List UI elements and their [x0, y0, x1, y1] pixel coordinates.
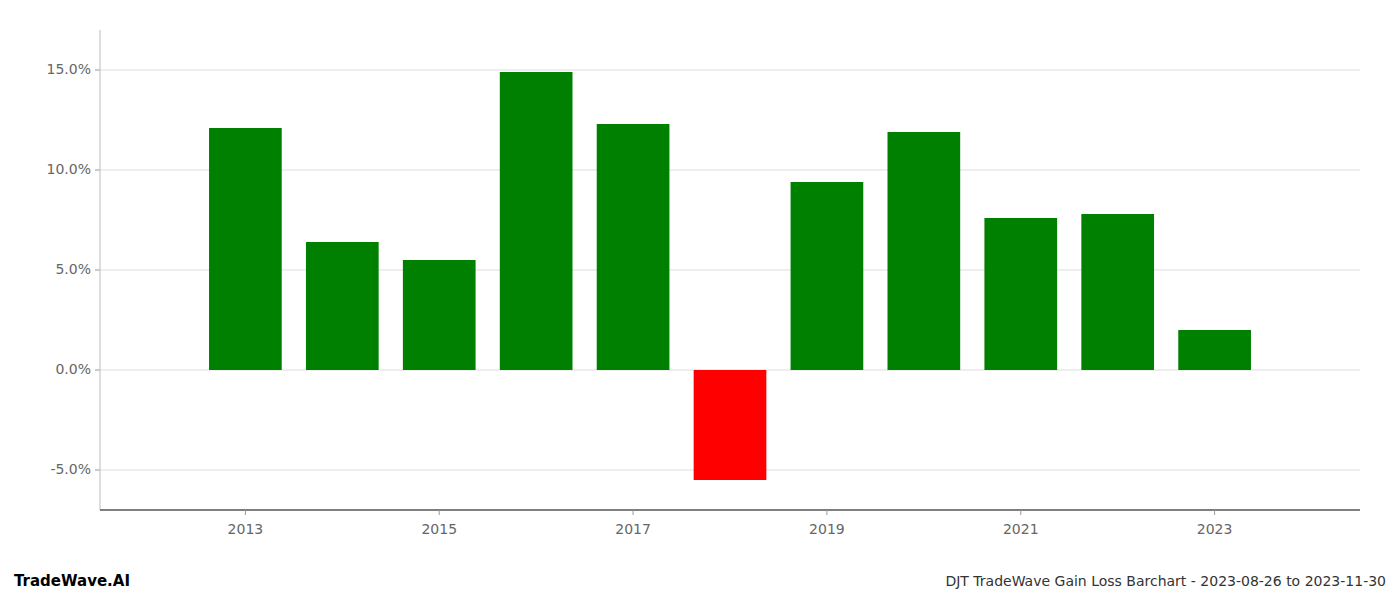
bar [984, 218, 1057, 370]
title: DJT TradeWave Gain Loss Barchart - 2023-… [945, 573, 1386, 589]
bar [694, 370, 767, 480]
chart-svg: -5.0%0.0%5.0%10.0%15.0%20132015201720192… [0, 0, 1400, 600]
x-tick-label: 2023 [1197, 521, 1233, 537]
x-tick [245, 510, 246, 515]
grid-line [100, 70, 1360, 71]
x-tick [1214, 510, 1215, 515]
y-axis-line [100, 30, 101, 510]
bar [597, 124, 670, 370]
bars [209, 72, 1251, 480]
grid-line [100, 170, 1360, 171]
y-tick-label: -5.0% [50, 461, 91, 477]
bar [209, 128, 282, 370]
x-tick-label: 2017 [615, 521, 651, 537]
x-tick-label: 2015 [421, 521, 457, 537]
y-axis: -5.0% 0.0% 5.0% 10.0% 15.0% [47, 30, 100, 510]
y-tick-label: 5.0% [55, 261, 91, 277]
y-tick-label: 15.0% [47, 61, 91, 77]
y-tick [95, 470, 100, 471]
y-tick [95, 270, 100, 271]
x-tick [633, 510, 634, 515]
bar [1178, 330, 1251, 370]
x-tick-label: 2013 [228, 521, 264, 537]
bar [791, 182, 864, 370]
bar [888, 132, 961, 370]
bar [500, 72, 573, 370]
grid-line [100, 270, 1360, 271]
bar [306, 242, 379, 370]
x-axis: 2013 2015 2017 2019 2021 2023 [100, 510, 1360, 537]
watermark: TradeWave.AI [14, 572, 130, 590]
x-tick [826, 510, 827, 515]
bar [1081, 214, 1154, 370]
x-tick-label: 2019 [809, 521, 845, 537]
x-axis-line [100, 509, 1360, 511]
background [0, 0, 1400, 600]
y-tick-label: 10.0% [47, 161, 91, 177]
bar [403, 260, 476, 370]
x-tick-label: 2021 [1003, 521, 1039, 537]
y-tick [95, 170, 100, 171]
x-tick [1020, 510, 1021, 515]
x-tick [439, 510, 440, 515]
y-tick-label: 0.0% [55, 361, 91, 377]
y-tick [95, 70, 100, 71]
y-tick [95, 370, 100, 371]
chart-container: -5.0%0.0%5.0%10.0%15.0%20132015201720192… [0, 0, 1400, 600]
